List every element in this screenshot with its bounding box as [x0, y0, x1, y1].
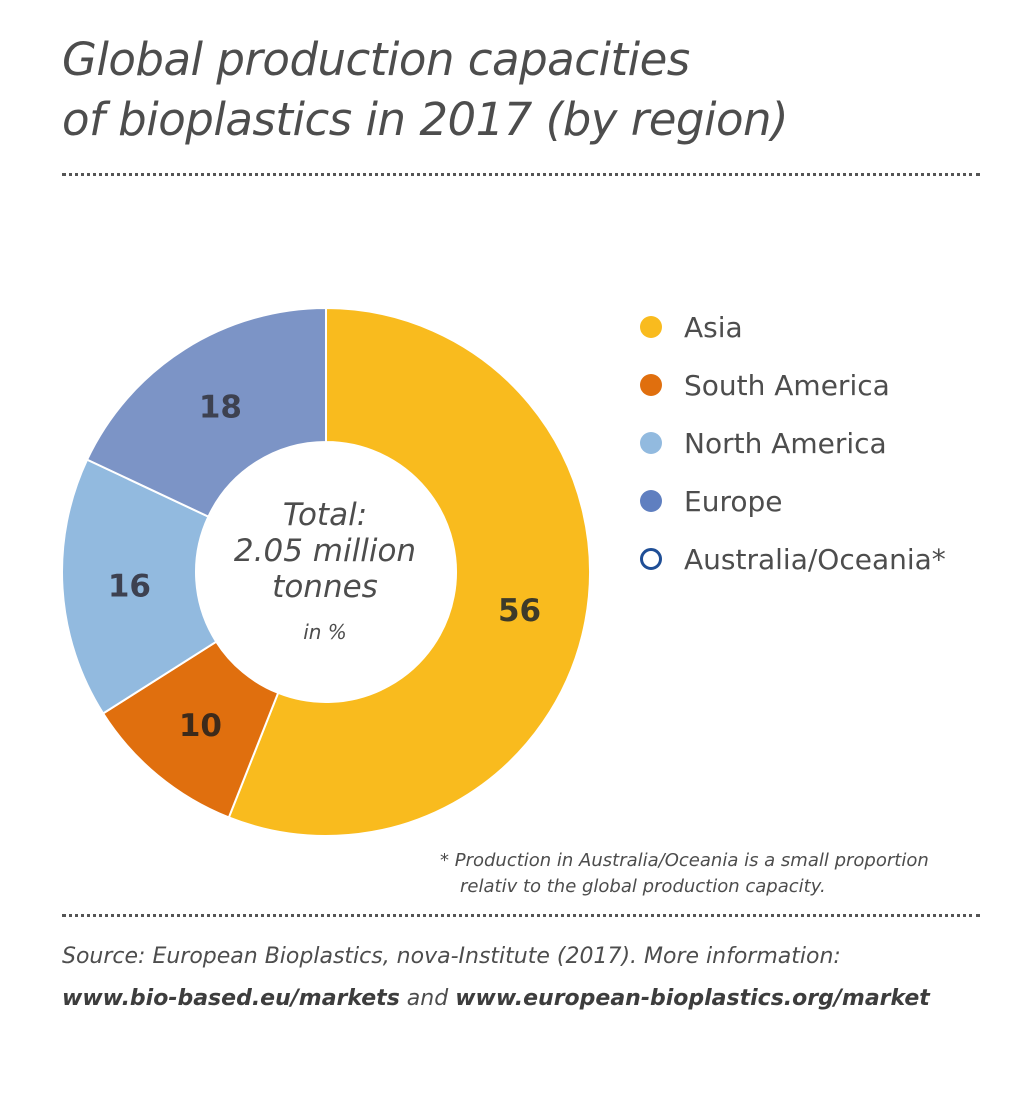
chart-legend: Asia South America North America Europe Aust…: [640, 298, 1020, 588]
legend-item-europe: Europe: [640, 472, 1020, 530]
slice-label-north-america: 16: [108, 568, 151, 604]
legend-label-north-america: North America: [684, 426, 887, 460]
legend-label-south-america: South America: [684, 368, 890, 402]
legend-swatch-south-america: [640, 374, 662, 396]
legend-swatch-australia-oceania: [640, 548, 662, 570]
legend-item-north-america: North America: [640, 414, 1020, 472]
source-and: and: [399, 986, 456, 1011]
chart-title-line-1: Global production capacities: [62, 33, 690, 86]
donut-center-text: Total: 2.05 million tonnes in %: [195, 497, 455, 645]
center-total-unit: tonnes: [272, 569, 378, 605]
slice-label-europe: 18: [199, 390, 242, 426]
chart-title: Global production capacities of bioplast…: [62, 30, 962, 150]
donut-chart: 56 10 16 18: [61, 306, 591, 837]
center-total-value: 2.05 million: [233, 533, 417, 569]
slice-label-south-america: 10: [179, 708, 222, 744]
legend-item-australia-oceania: Australia/Oceania*: [640, 530, 1020, 588]
source-link-european-bioplastics[interactable]: www.european-bioplastics.org/market: [455, 986, 930, 1011]
legend-swatch-europe: [640, 490, 662, 512]
center-percent-unit: in %: [303, 620, 347, 644]
donut-slice-labels: 56 10 16 18: [108, 390, 541, 744]
slice-north-america: [61, 458, 218, 715]
footnote: * Production in Australia/Oceania is a s…: [440, 848, 1000, 900]
slice-asia: [227, 306, 591, 837]
slice-europe: [85, 306, 327, 518]
bottom-divider: [62, 914, 980, 917]
legend-label-europe: Europe: [684, 484, 783, 518]
chart-title-line-2: of bioplastics in 2017 (by region): [62, 93, 789, 146]
source-note: Source: European Bioplastics, nova-Insti…: [62, 936, 1012, 1020]
slice-label-asia: 56: [498, 593, 541, 629]
donut-slices: [61, 306, 591, 837]
top-divider: [62, 173, 980, 176]
legend-label-australia-oceania: Australia/Oceania*: [684, 542, 946, 576]
legend-item-south-america: South America: [640, 356, 1020, 414]
source-line-1: Source: European Bioplastics, nova-Insti…: [62, 944, 841, 969]
footnote-line-1: * Production in Australia/Oceania is a s…: [440, 850, 929, 871]
footnote-line-2: relativ to the global production capacit…: [460, 876, 826, 897]
legend-swatch-asia: [640, 316, 662, 338]
source-link-bio-based[interactable]: www.bio-based.eu/markets: [62, 986, 400, 1011]
legend-label-asia: Asia: [684, 310, 743, 344]
legend-swatch-north-america: [640, 432, 662, 454]
legend-item-asia: Asia: [640, 298, 1020, 356]
center-total-label: Total:: [282, 497, 368, 533]
